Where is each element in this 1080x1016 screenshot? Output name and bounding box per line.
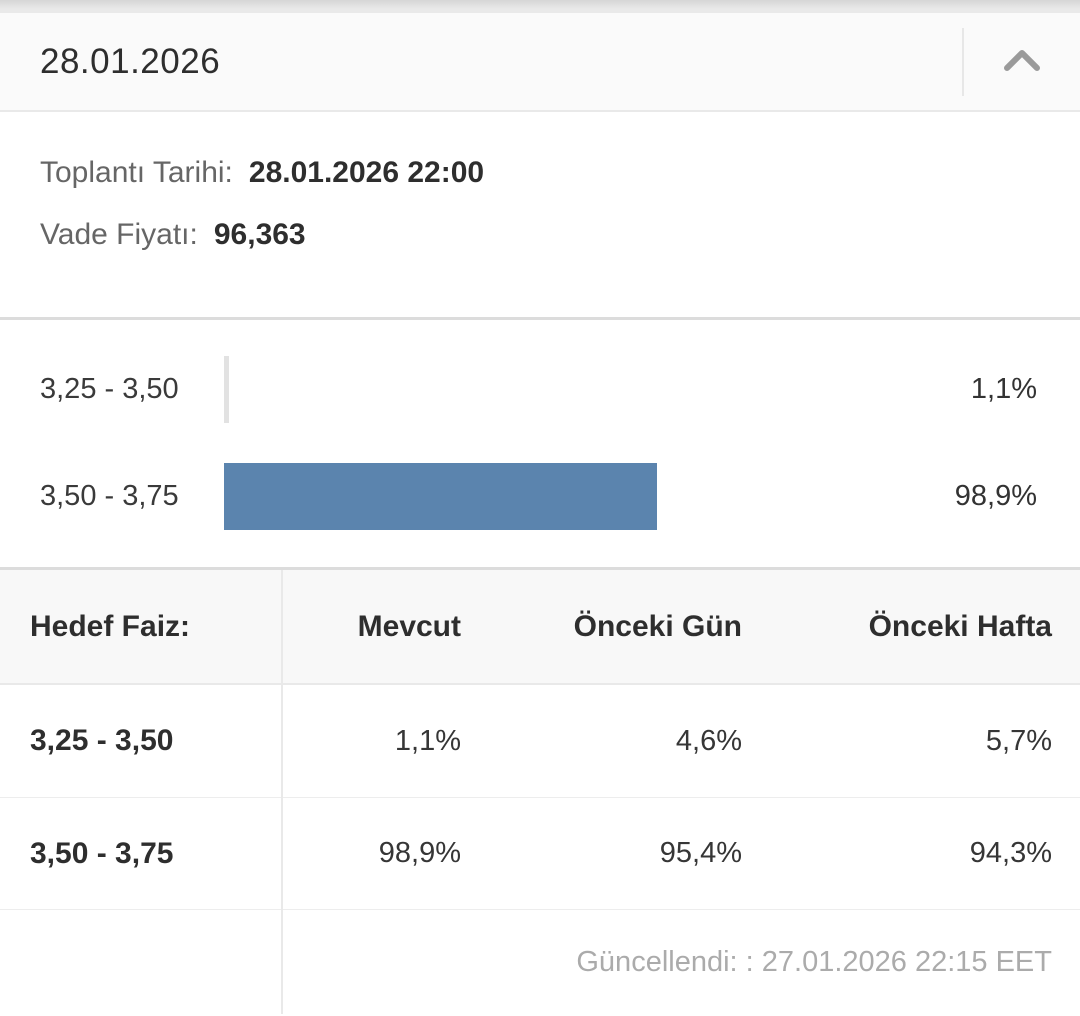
meeting-date-value: 28.01.2026 22:00	[248, 156, 485, 189]
table-header-current: Mevcut	[357, 609, 461, 643]
probability-bar	[224, 463, 658, 530]
chart-row: 3,25 - 3,50 1,1%	[0, 356, 1080, 423]
rates-table: Hedef Faiz: Mevcut Önceki Gün Önceki Haf…	[0, 570, 1080, 1014]
future-price-label: Vade Fiyatı:	[40, 218, 198, 251]
chevron-up-icon	[1001, 47, 1043, 76]
collapse-button[interactable]	[964, 13, 1080, 110]
probability-bar	[224, 356, 229, 423]
table-footer-row: Güncellendi: : 27.01.2026 22:15 EET	[0, 909, 1080, 1014]
rate-range-cell: 3,50 - 3,75	[30, 836, 174, 870]
previous-day-cell: 4,6%	[675, 724, 742, 757]
bar-track	[224, 356, 662, 423]
future-price-line: Vade Fiyatı: 96,363	[40, 218, 1040, 252]
accordion-header[interactable]: 28.01.2026	[0, 13, 1080, 112]
table-header-previous-week: Önceki Hafta	[868, 609, 1052, 643]
table-header-previous-day: Önceki Gün	[573, 609, 742, 643]
meeting-date-title: 28.01.2026	[40, 41, 221, 81]
meeting-info-section: Toplantı Tarihi: 28.01.2026 22:00 Vade Fi…	[0, 112, 1080, 320]
probability-value: 1,1%	[970, 373, 1037, 405]
bar-track	[224, 463, 662, 530]
meeting-date-line: Toplantı Tarihi: 28.01.2026 22:00	[40, 156, 1040, 190]
meeting-date-label: Toplantı Tarihi:	[40, 156, 233, 189]
probability-chart: 3,25 - 3,50 1,1% 3,50 - 3,75 98,9%	[0, 320, 1080, 570]
chart-row: 3,50 - 3,75 98,9%	[0, 463, 1080, 530]
table-column-divider	[281, 570, 283, 1014]
last-updated: Güncellendi: : 27.01.2026 22:15 EET	[576, 945, 1052, 978]
rate-range-cell: 3,25 - 3,50	[30, 724, 174, 757]
header-divider	[962, 28, 964, 96]
rate-range-label: 3,25 - 3,50	[40, 373, 179, 405]
previous-week-cell: 5,7%	[985, 724, 1052, 757]
table-header-row: Hedef Faiz: Mevcut Önceki Gün Önceki Haf…	[0, 570, 1080, 685]
future-price-value: 96,363	[213, 218, 306, 251]
table-header-target-rate: Hedef Faiz:	[30, 609, 191, 643]
current-value-cell: 1,1%	[394, 724, 461, 757]
rate-range-label: 3,50 - 3,75	[40, 480, 179, 512]
previous-week-cell: 94,3%	[969, 837, 1052, 869]
current-value-cell: 98,9%	[378, 837, 461, 869]
table-row: 3,50 - 3,75 98,9% 95,4% 94,3%	[0, 797, 1080, 909]
table-row: 3,25 - 3,50 1,1% 4,6% 5,7%	[0, 685, 1080, 797]
probability-value: 98,9%	[954, 480, 1037, 512]
top-divider	[0, 0, 1080, 13]
previous-day-cell: 95,4%	[659, 837, 742, 869]
